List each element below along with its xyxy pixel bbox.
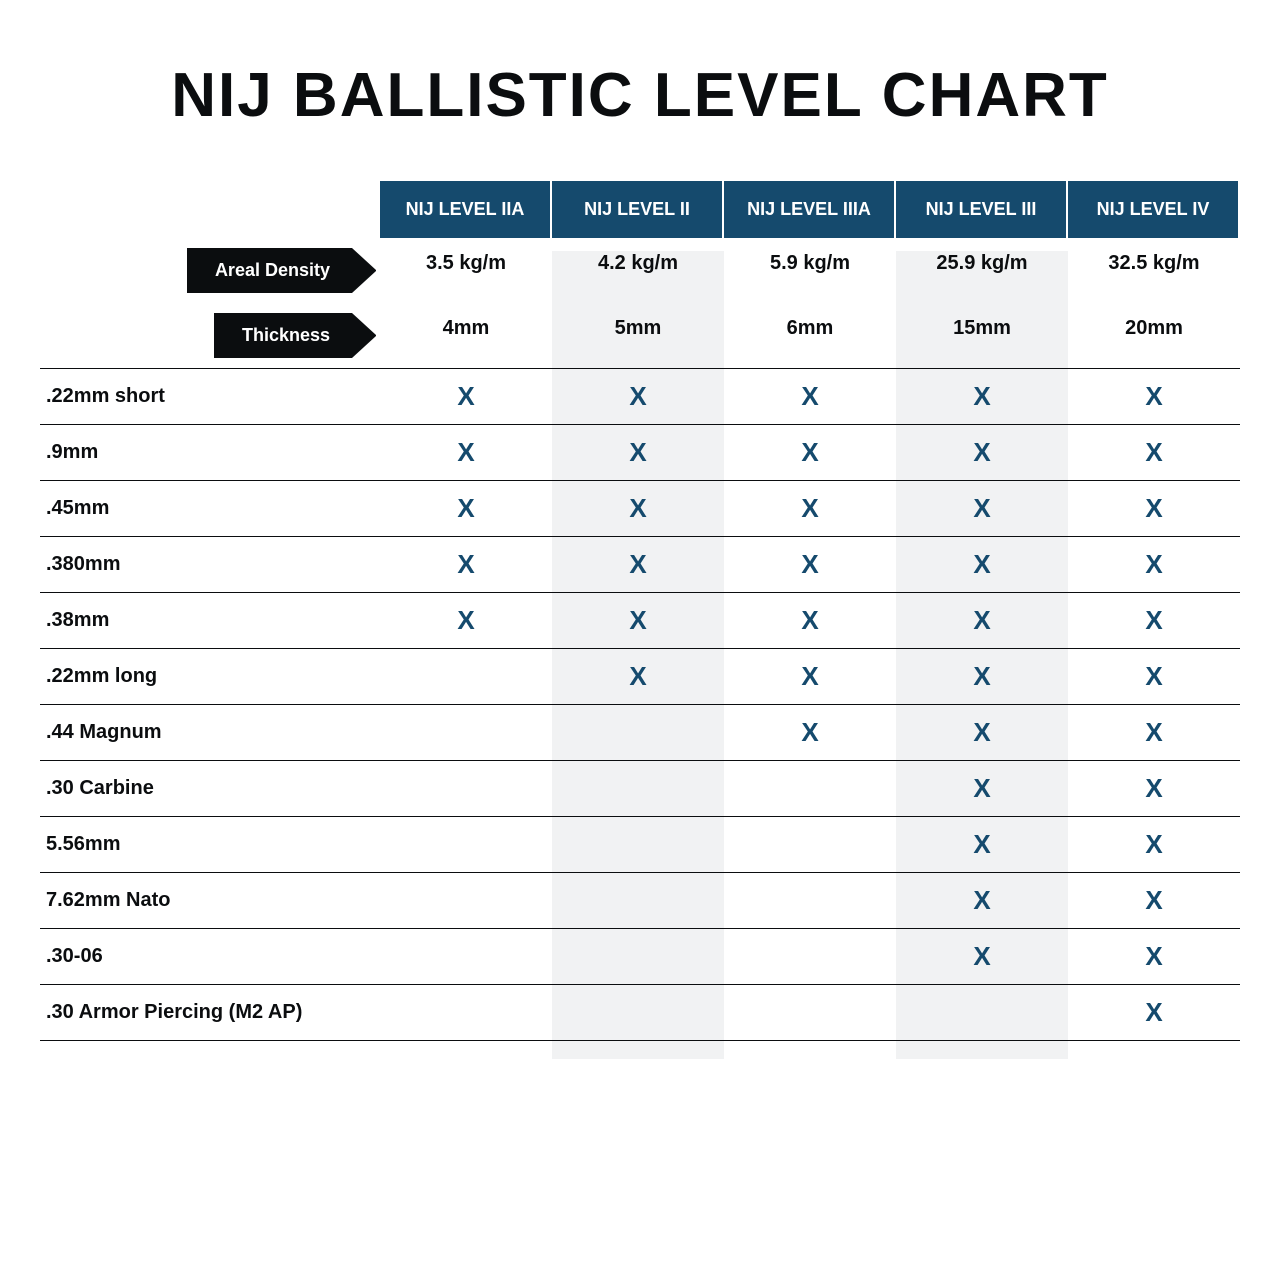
meta-value: 4mm xyxy=(380,303,552,368)
ammo-row-label: 7.62mm Nato xyxy=(40,873,380,929)
ammo-mark-cell: X xyxy=(552,537,724,593)
meta-value: 15mm xyxy=(896,303,1068,368)
meta-value: 32.5 kg/m xyxy=(1068,238,1240,303)
ammo-mark-cell: X xyxy=(552,425,724,481)
ammo-row-label: 5.56mm xyxy=(40,817,380,873)
ammo-mark-cell: X xyxy=(896,537,1068,593)
ammo-mark-cell: X xyxy=(1068,481,1240,537)
meta-value: 6mm xyxy=(724,303,896,368)
header-spacer xyxy=(40,181,380,238)
meta-label-wrap: Areal Density xyxy=(40,238,380,303)
ammo-row-label: .30 Armor Piercing (M2 AP) xyxy=(40,985,380,1041)
ammo-mark-cell: X xyxy=(896,761,1068,817)
ammo-row-label: .22mm long xyxy=(40,649,380,705)
ammo-mark-cell xyxy=(724,985,896,1041)
ammo-mark-cell: X xyxy=(1068,873,1240,929)
ammo-mark-cell: X xyxy=(1068,593,1240,649)
meta-value: 4.2 kg/m xyxy=(552,238,724,303)
ammo-row-label: .9mm xyxy=(40,425,380,481)
ammo-mark-cell: X xyxy=(896,368,1068,425)
level-header: NIJ LEVEL IV xyxy=(1068,181,1240,238)
ammo-mark-cell xyxy=(380,761,552,817)
ammo-mark-cell: X xyxy=(1068,929,1240,985)
ammo-mark-cell: X xyxy=(1068,985,1240,1041)
level-header: NIJ LEVEL III xyxy=(896,181,1068,238)
ammo-mark-cell: X xyxy=(724,593,896,649)
ammo-mark-cell: X xyxy=(1068,537,1240,593)
ammo-mark-cell: X xyxy=(896,705,1068,761)
ammo-mark-cell: X xyxy=(380,593,552,649)
ammo-mark-cell: X xyxy=(724,649,896,705)
ammo-mark-cell xyxy=(724,817,896,873)
ammo-row-label: .30 Carbine xyxy=(40,761,380,817)
ammo-mark-cell xyxy=(896,985,1068,1041)
meta-value: 5mm xyxy=(552,303,724,368)
ammo-row-label: .44 Magnum xyxy=(40,705,380,761)
ammo-mark-cell xyxy=(380,873,552,929)
ammo-mark-cell: X xyxy=(1068,425,1240,481)
ammo-mark-cell: X xyxy=(380,368,552,425)
ammo-mark-cell xyxy=(552,929,724,985)
ammo-row-label: .38mm xyxy=(40,593,380,649)
ammo-mark-cell: X xyxy=(896,873,1068,929)
ammo-mark-cell: X xyxy=(724,537,896,593)
ammo-mark-cell xyxy=(380,929,552,985)
ammo-mark-cell xyxy=(552,873,724,929)
meta-value: 25.9 kg/m xyxy=(896,238,1068,303)
ammo-row-label: .30-06 xyxy=(40,929,380,985)
ammo-mark-cell: X xyxy=(896,593,1068,649)
ammo-mark-cell: X xyxy=(1068,705,1240,761)
ammo-mark-cell: X xyxy=(896,481,1068,537)
meta-value: 3.5 kg/m xyxy=(380,238,552,303)
ammo-mark-cell: X xyxy=(724,425,896,481)
ammo-mark-cell: X xyxy=(1068,761,1240,817)
level-header: NIJ LEVEL IIIA xyxy=(724,181,896,238)
ammo-mark-cell xyxy=(380,649,552,705)
ammo-mark-cell: X xyxy=(552,481,724,537)
ammo-mark-cell: X xyxy=(724,481,896,537)
meta-value: 20mm xyxy=(1068,303,1240,368)
ammo-mark-cell: X xyxy=(380,481,552,537)
ammo-mark-cell xyxy=(724,761,896,817)
level-header: NIJ LEVEL IIA xyxy=(380,181,552,238)
ammo-row-label: .22mm short xyxy=(40,368,380,425)
ammo-mark-cell: X xyxy=(1068,368,1240,425)
meta-label-tag: Thickness xyxy=(214,313,352,358)
ammo-mark-cell: X xyxy=(724,368,896,425)
level-header: NIJ LEVEL II xyxy=(552,181,724,238)
ammo-mark-cell: X xyxy=(380,425,552,481)
ammo-row-label: .45mm xyxy=(40,481,380,537)
ammo-mark-cell xyxy=(552,985,724,1041)
ammo-mark-cell: X xyxy=(1068,817,1240,873)
ballistic-chart: NIJ LEVEL IIANIJ LEVEL IINIJ LEVEL IIIAN… xyxy=(40,181,1240,1041)
ammo-mark-cell: X xyxy=(552,593,724,649)
ammo-mark-cell xyxy=(724,873,896,929)
ammo-mark-cell: X xyxy=(896,649,1068,705)
meta-label-wrap: Thickness xyxy=(40,303,380,368)
ammo-mark-cell xyxy=(380,985,552,1041)
ammo-mark-cell: X xyxy=(552,649,724,705)
ammo-mark-cell xyxy=(552,705,724,761)
ammo-mark-cell: X xyxy=(896,817,1068,873)
ammo-row-label: .380mm xyxy=(40,537,380,593)
meta-label-tag: Areal Density xyxy=(187,248,352,293)
chart-title: NIJ BALLISTIC LEVEL CHART xyxy=(40,60,1240,131)
ammo-mark-cell: X xyxy=(724,705,896,761)
ammo-mark-cell: X xyxy=(552,368,724,425)
ammo-mark-cell xyxy=(380,705,552,761)
ammo-mark-cell: X xyxy=(896,929,1068,985)
chart-grid: NIJ LEVEL IIANIJ LEVEL IINIJ LEVEL IIIAN… xyxy=(40,181,1240,1041)
ammo-mark-cell xyxy=(724,929,896,985)
ammo-mark-cell xyxy=(552,817,724,873)
ammo-mark-cell: X xyxy=(380,537,552,593)
ammo-mark-cell xyxy=(380,817,552,873)
ammo-mark-cell: X xyxy=(896,425,1068,481)
meta-value: 5.9 kg/m xyxy=(724,238,896,303)
ammo-mark-cell xyxy=(552,761,724,817)
ammo-mark-cell: X xyxy=(1068,649,1240,705)
